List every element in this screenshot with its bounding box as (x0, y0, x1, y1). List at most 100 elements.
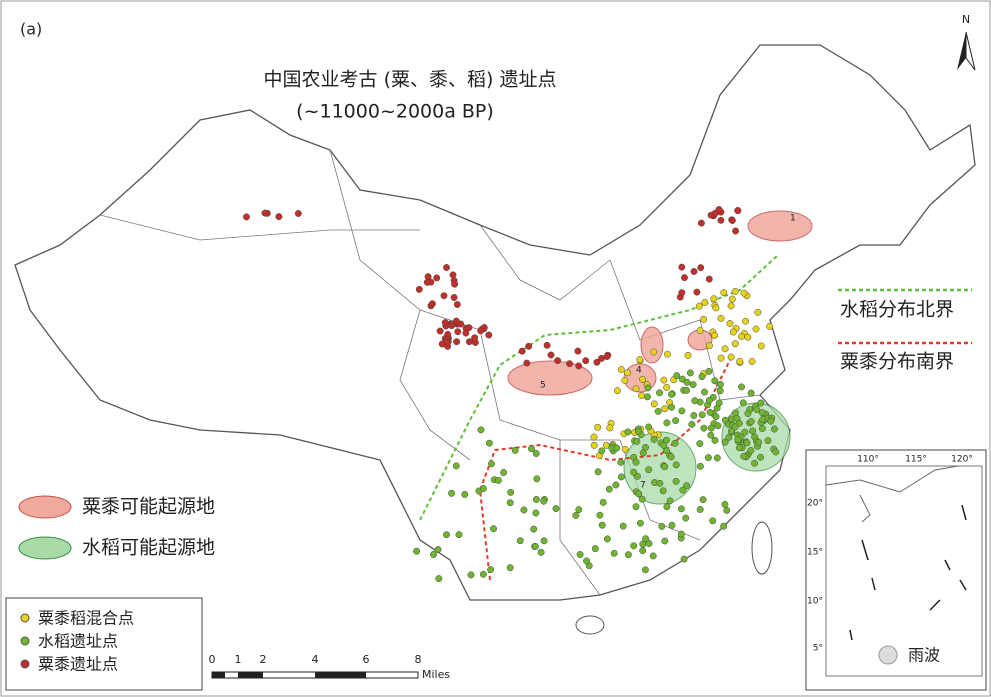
inset-coast (825, 465, 959, 523)
site-dot (603, 535, 611, 543)
site-dot (673, 372, 681, 380)
site-dot (639, 449, 647, 457)
site-dot (275, 213, 283, 221)
site-dots (243, 206, 780, 583)
site-dot (704, 454, 712, 462)
site-dot (695, 302, 703, 310)
inset-x-label: 115° (905, 455, 927, 465)
origin-area (507, 360, 593, 396)
site-dot (744, 410, 752, 417)
site-dot (726, 320, 734, 327)
site-dot (681, 274, 688, 282)
site-dot (453, 301, 461, 308)
site-dot (717, 314, 725, 322)
site-dot (734, 436, 742, 444)
site-dot (621, 445, 629, 453)
scale-bar-segment (212, 672, 225, 678)
site-dot (454, 328, 462, 336)
site-dot (650, 400, 658, 408)
site-dot (443, 338, 451, 346)
site-dot (449, 271, 457, 279)
site-dot (613, 444, 621, 452)
site-dot (639, 375, 647, 383)
site-dot (690, 412, 698, 419)
site-dot (500, 469, 508, 476)
taiwan (751, 521, 773, 575)
site-dot (709, 517, 717, 525)
site-dot (630, 468, 638, 476)
region-number: 7 (640, 481, 646, 491)
site-dot (683, 482, 691, 490)
site-dot (624, 369, 631, 377)
site-dot (749, 427, 757, 435)
site-dot (582, 357, 590, 365)
site-dot (748, 358, 756, 365)
site-dot (682, 514, 690, 522)
legend-dot (20, 613, 30, 623)
site-dot (635, 490, 643, 498)
site-dot (572, 511, 580, 519)
site-dot (716, 387, 724, 395)
site-dot (691, 397, 699, 405)
site-dot (700, 315, 708, 323)
site-dot (638, 495, 646, 503)
site-dot (462, 329, 470, 337)
region-number: 4 (636, 366, 642, 376)
site-dot (700, 424, 708, 432)
site-dot (243, 213, 250, 221)
scale-label: 4 (312, 653, 319, 666)
site-dot (743, 439, 751, 447)
site-dot (661, 537, 669, 545)
legend-dot (20, 636, 30, 646)
site-dot (465, 338, 473, 346)
site-dot (696, 462, 704, 470)
site-dot (540, 497, 548, 505)
site-dot (507, 488, 515, 496)
site-dot (624, 551, 632, 559)
watermark: 雨波 (908, 646, 940, 665)
site-dot (516, 537, 524, 545)
site-dot (716, 380, 724, 388)
site-dot (642, 535, 650, 543)
site-dot (736, 357, 744, 365)
site-dot (434, 546, 442, 553)
site-dot (575, 362, 583, 370)
site-dot (574, 347, 582, 355)
site-dot (451, 280, 459, 288)
site-dot (731, 288, 739, 295)
site-dot (668, 403, 675, 411)
site-dot (554, 357, 562, 365)
site-dot (711, 331, 719, 339)
site-dot (632, 503, 640, 511)
site-dot (711, 209, 719, 217)
site-dot (645, 466, 653, 474)
site-dot (591, 545, 599, 553)
origin-area (640, 326, 664, 364)
hainan (575, 615, 605, 635)
site-dot (663, 419, 671, 427)
site-dot (455, 531, 463, 539)
site-dot (717, 216, 725, 224)
site-dot (506, 499, 514, 507)
inset-y-label: 10° (807, 597, 823, 607)
site-dot (712, 304, 720, 312)
site-dot (598, 447, 606, 455)
site-dot (424, 273, 432, 281)
site-dot (605, 485, 613, 493)
site-dot (757, 399, 765, 407)
site-dot (436, 327, 444, 335)
site-dot (661, 405, 669, 413)
site-dot (645, 540, 653, 547)
site-dot (747, 447, 755, 454)
site-dot (755, 438, 763, 446)
site-dot (672, 477, 680, 485)
site-dot (477, 327, 485, 335)
site-dot (727, 302, 735, 310)
scale-label: 1 (235, 653, 242, 666)
legend-label: 水稻遗址点 (38, 632, 118, 651)
site-dot (701, 388, 708, 396)
site-dot (766, 322, 774, 330)
site-dot (532, 450, 540, 457)
site-dot (596, 511, 604, 519)
site-dot (453, 338, 461, 346)
